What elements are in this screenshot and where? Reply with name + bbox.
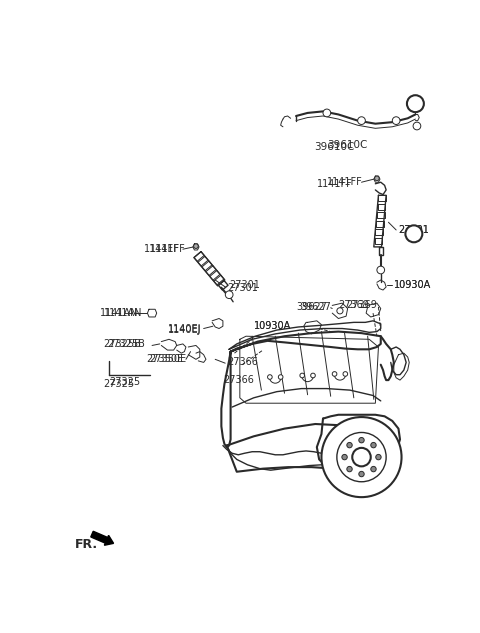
Text: 1141FF: 1141FF <box>144 244 180 254</box>
Text: 1141FF: 1141FF <box>317 179 353 189</box>
Circle shape <box>342 454 347 460</box>
Text: 1140EJ: 1140EJ <box>168 325 201 335</box>
Text: 27350E: 27350E <box>146 354 183 365</box>
Circle shape <box>322 417 402 497</box>
Circle shape <box>359 472 364 477</box>
Circle shape <box>300 373 304 378</box>
Text: 27325B: 27325B <box>108 339 145 349</box>
Text: 1141FF: 1141FF <box>327 177 362 187</box>
Circle shape <box>267 375 272 379</box>
Text: 27369: 27369 <box>346 301 377 310</box>
Text: 27366: 27366 <box>227 358 258 367</box>
Text: A: A <box>411 99 420 109</box>
Text: 27325: 27325 <box>109 377 140 387</box>
Circle shape <box>337 308 343 314</box>
Text: 1141AN: 1141AN <box>100 308 138 318</box>
Text: 39610C: 39610C <box>314 142 354 152</box>
Circle shape <box>359 437 364 443</box>
Circle shape <box>371 467 376 472</box>
Text: 27369: 27369 <box>338 301 369 310</box>
Text: 1141FF: 1141FF <box>150 244 185 254</box>
Circle shape <box>323 109 331 116</box>
Text: 27350E: 27350E <box>150 354 187 365</box>
Text: 27301: 27301 <box>227 283 258 292</box>
Circle shape <box>332 372 337 376</box>
Text: 39610C: 39610C <box>327 141 367 150</box>
Circle shape <box>374 176 379 180</box>
Text: 10930A: 10930A <box>394 280 431 291</box>
Circle shape <box>413 122 421 130</box>
FancyArrow shape <box>91 531 114 545</box>
Text: 39627: 39627 <box>300 302 331 312</box>
Text: 10930A: 10930A <box>394 280 431 291</box>
Circle shape <box>352 448 371 467</box>
Circle shape <box>225 291 233 299</box>
Text: 27325B: 27325B <box>104 339 142 349</box>
Circle shape <box>371 442 376 448</box>
Text: 1141AN: 1141AN <box>104 308 142 318</box>
Circle shape <box>358 116 365 125</box>
Text: FR.: FR. <box>75 537 98 551</box>
Text: 10930A: 10930A <box>254 321 291 331</box>
Text: 27301: 27301 <box>398 225 429 235</box>
Text: 1140EJ: 1140EJ <box>168 323 201 334</box>
Circle shape <box>392 116 400 125</box>
Text: 10930A: 10930A <box>254 321 291 331</box>
Circle shape <box>193 244 198 248</box>
Circle shape <box>347 467 352 472</box>
Text: 27301: 27301 <box>398 225 429 235</box>
Circle shape <box>347 442 352 448</box>
Circle shape <box>337 432 386 482</box>
Text: 27301: 27301 <box>229 280 260 291</box>
Circle shape <box>376 454 381 460</box>
Circle shape <box>343 372 348 376</box>
Circle shape <box>377 266 384 274</box>
Text: A: A <box>409 229 418 239</box>
Text: 39627: 39627 <box>296 302 327 312</box>
Circle shape <box>406 225 422 242</box>
Circle shape <box>311 373 315 378</box>
Text: 27325: 27325 <box>104 379 135 389</box>
Circle shape <box>278 375 283 379</box>
Circle shape <box>407 95 424 112</box>
Text: 27366: 27366 <box>223 375 254 385</box>
